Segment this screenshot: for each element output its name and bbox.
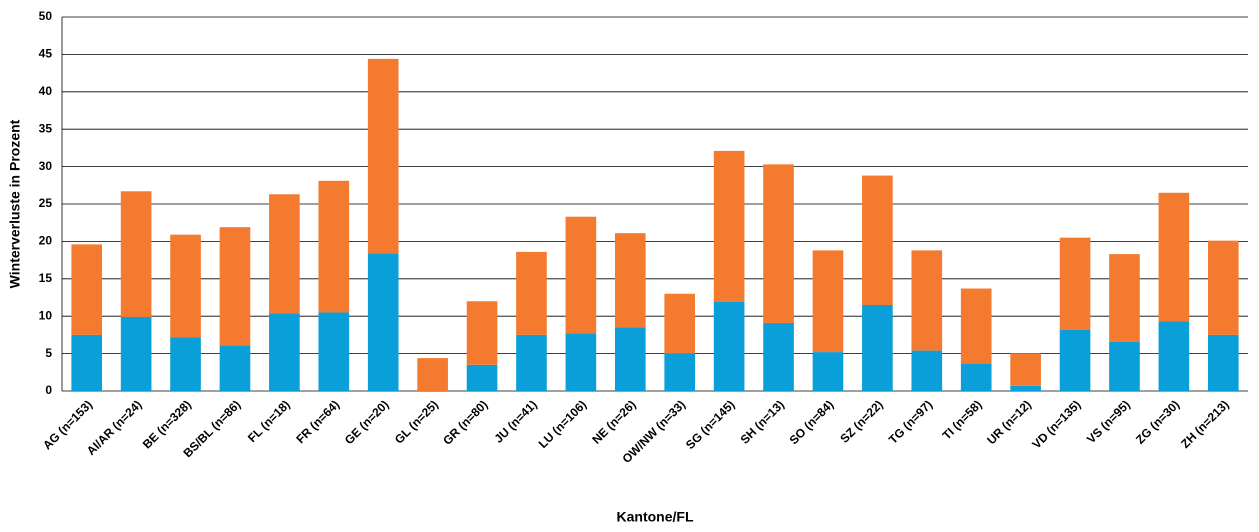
- y-tick-label: 5: [45, 346, 52, 360]
- bar-segment: [960, 363, 992, 391]
- x-tick-label: SG (n=145): [683, 397, 737, 451]
- bar-segment: [269, 313, 300, 391]
- y-tick-label: 20: [39, 234, 53, 248]
- x-tick-label: GE (n=20): [342, 397, 392, 447]
- bar-segment: [318, 180, 350, 313]
- bar-segment: [862, 304, 893, 391]
- bar-segment: [120, 316, 152, 391]
- bar-segment: [1010, 353, 1041, 386]
- bar-segment: [812, 352, 844, 391]
- bar-segment: [614, 233, 646, 328]
- x-tick-label: LU (n=106): [536, 397, 590, 451]
- bar-segment: [664, 353, 696, 391]
- bar-segment: [911, 350, 943, 391]
- x-tick-label: TG (n=97): [886, 397, 935, 446]
- x-tick-label: SZ (n=22): [837, 397, 885, 445]
- bar-segment: [1010, 385, 1041, 391]
- x-tick-label: VD (n=135): [1029, 397, 1083, 451]
- bar-segment: [466, 301, 498, 365]
- bar-segment: [565, 333, 597, 391]
- bar-segment: [1207, 240, 1239, 335]
- bar-segment: [1059, 329, 1091, 391]
- y-tick-label: 25: [39, 196, 53, 210]
- x-tick-label: SO (n=84): [787, 397, 837, 447]
- bar-segment: [1059, 237, 1091, 330]
- y-tick-label: 15: [39, 271, 53, 285]
- x-tick-label: JU (n=41): [491, 397, 539, 445]
- y-tick-label: 0: [45, 383, 52, 397]
- x-tick-label: FR (n=64): [293, 397, 342, 446]
- bar-segment: [565, 216, 597, 334]
- bar-segment: [219, 227, 251, 346]
- bar-segment: [367, 253, 399, 391]
- bar-segment: [1109, 254, 1140, 342]
- bar-segment: [318, 312, 350, 391]
- y-tick-label: 30: [39, 159, 53, 173]
- bar-segment: [170, 234, 201, 338]
- bar-segment: [713, 150, 745, 302]
- bar-segment: [516, 334, 547, 391]
- bar-segment: [219, 345, 251, 391]
- x-tick-label: GR (n=80): [440, 397, 490, 447]
- bar-segment: [1109, 341, 1140, 391]
- x-tick-label: GL (n=25): [392, 397, 441, 446]
- bar-segment: [960, 288, 992, 364]
- bar-segment: [417, 358, 448, 391]
- bar-segment: [1207, 334, 1239, 391]
- x-tick-label: ZH (n=213): [1178, 397, 1232, 451]
- y-tick-label: 40: [39, 84, 53, 98]
- bar-segment: [763, 322, 794, 391]
- bar-segment: [664, 293, 696, 354]
- bar-segment: [120, 191, 152, 317]
- bar-segment: [367, 58, 399, 254]
- x-axis-label: Kantone/FL: [617, 509, 694, 525]
- x-tick-label: BE (n=328): [140, 397, 194, 451]
- y-axis-label: Winterverluste in Prozent: [7, 119, 23, 288]
- bar-segment: [466, 364, 498, 391]
- x-tick-label: FL (n=18): [245, 397, 293, 445]
- bar-segment: [614, 327, 646, 391]
- bar-segment: [1158, 192, 1190, 322]
- bar-segment: [269, 194, 300, 314]
- x-tick-label: NE (n=26): [589, 397, 638, 446]
- bar-segment: [763, 164, 794, 323]
- bar-segment: [911, 250, 943, 351]
- bar-segment: [713, 301, 745, 391]
- x-tick-label: VS (n=95): [1084, 397, 1133, 446]
- x-tick-label: ZG (n=30): [1133, 397, 1182, 446]
- bar-segment: [1158, 321, 1190, 391]
- bar-segment: [862, 175, 893, 305]
- x-tick-label: SH (n=13): [738, 397, 787, 446]
- bar-segment: [812, 250, 844, 353]
- bar-segment: [71, 334, 103, 391]
- bar-segment: [170, 337, 201, 391]
- bar-segment: [71, 244, 103, 335]
- x-tick-label: UR (n=12): [984, 397, 1034, 447]
- y-tick-label: 35: [39, 121, 53, 135]
- y-tick-label: 45: [39, 47, 53, 61]
- x-tick-label: TI (n=58): [940, 397, 985, 442]
- bar-segment: [516, 251, 547, 335]
- y-tick-label: 10: [39, 308, 53, 322]
- y-tick-label: 50: [39, 9, 53, 23]
